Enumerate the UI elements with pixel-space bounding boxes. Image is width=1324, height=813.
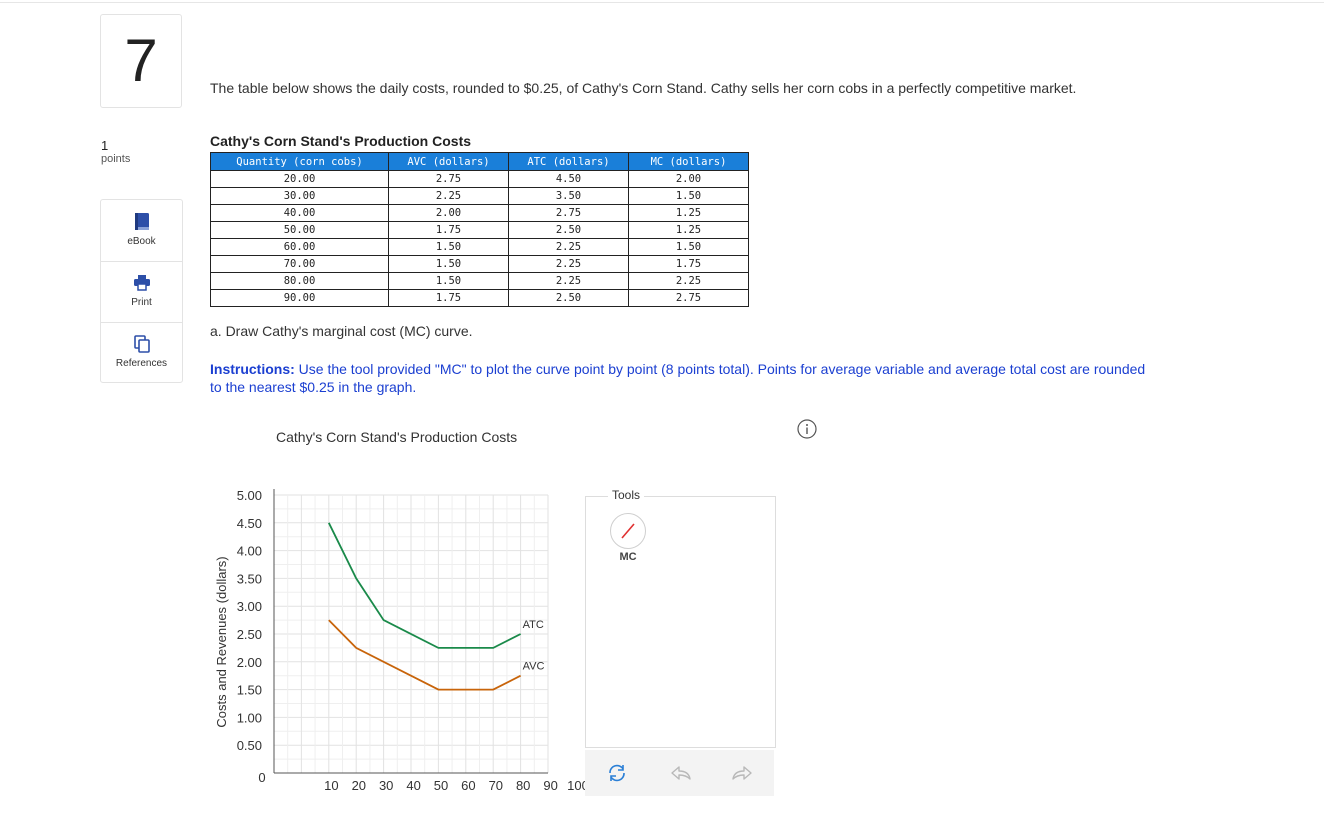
mc-tool-button[interactable]	[610, 513, 646, 549]
redo-icon[interactable]	[730, 762, 754, 784]
y-tick-label: 5.00	[237, 488, 262, 503]
table-cell: 2.25	[388, 187, 509, 205]
table-cell: 1.75	[388, 221, 509, 239]
x-tick-label: 50	[434, 778, 448, 793]
table-header-row: Quantity (corn cobs) AVC (dollars) ATC (…	[210, 152, 749, 171]
y-tick-label: 1.50	[237, 683, 262, 698]
points-label: points	[101, 153, 131, 165]
printer-icon	[134, 275, 150, 291]
book-icon	[135, 213, 149, 230]
y-tick-label: 1.00	[237, 710, 262, 725]
x-tick-label: 70	[489, 778, 503, 793]
instructions-label: Instructions:	[210, 361, 295, 377]
table-cell: 1.50	[388, 255, 509, 273]
instructions-text: Use the tool provided "MC" to plot the c…	[210, 361, 1146, 395]
y-tick-label: 3.50	[237, 571, 262, 586]
header-avc: AVC (dollars)	[388, 152, 509, 171]
print-button[interactable]: Print	[101, 261, 182, 321]
table-row: 70.00 1.50 2.25 1.75	[210, 255, 749, 273]
instructions: Instructions: Use the tool provided "MC"…	[210, 360, 1150, 396]
series-label-atc: ATC	[523, 619, 544, 631]
x-tick-label: 10	[324, 778, 338, 793]
line-tool-icon	[621, 523, 635, 539]
table-row: 60.00 1.50 2.25 1.50	[210, 238, 749, 256]
y-axis-label: Costs and Revenues (dollars)	[214, 556, 229, 727]
series-label-avc: AVC	[523, 661, 545, 673]
table-row: 20.00 2.75 4.50 2.00	[210, 170, 749, 188]
x-tick-label: 60	[461, 778, 475, 793]
table-cell: 20.00	[210, 170, 389, 188]
ebook-button[interactable]: eBook	[101, 200, 182, 260]
y-tick-label: 4.00	[237, 544, 262, 559]
x-tick-label: 90	[543, 778, 557, 793]
series-line-atc	[327, 522, 522, 649]
production-costs-table: Quantity (corn cobs) AVC (dollars) ATC (…	[210, 152, 749, 307]
table-row: 40.00 2.00 2.75 1.25	[210, 204, 749, 222]
header-mc: MC (dollars)	[628, 152, 749, 171]
x-tick-label: 100	[567, 778, 589, 793]
series-line-avc	[328, 619, 522, 691]
graph-title: Cathy's Corn Stand's Production Costs	[276, 429, 518, 445]
y-tick-label: 2.50	[237, 627, 262, 642]
x-tick-label: 80	[516, 778, 530, 793]
intro-text: The table below shows the daily costs, r…	[210, 80, 1077, 96]
x-tick-label: 30	[379, 778, 393, 793]
reset-icon[interactable]	[605, 762, 629, 784]
y-tick-label: 3.00	[237, 599, 262, 614]
print-label: Print	[131, 297, 152, 308]
copy-icon	[134, 335, 150, 353]
origin-label: 0	[258, 770, 265, 785]
ebook-label: eBook	[127, 236, 156, 247]
part-a-prompt: a. Draw Cathy's marginal cost (MC) curve…	[210, 323, 473, 339]
mc-tool-label: MC	[619, 551, 637, 563]
table-cell: 2.50	[508, 289, 629, 307]
tools-toolbar	[585, 750, 774, 796]
header-atc: ATC (dollars)	[508, 152, 629, 171]
info-icon[interactable]	[796, 418, 818, 440]
question-number: 7	[100, 14, 182, 108]
table-title: Cathy's Corn Stand's Production Costs	[210, 133, 472, 149]
references-button[interactable]: References	[101, 322, 182, 382]
points-value: 1	[101, 138, 109, 153]
y-tick-label: 4.50	[237, 516, 262, 531]
table-row: 30.00 2.25 3.50 1.50	[210, 187, 749, 205]
cost-graph[interactable]: 5.00 4.50 4.00 3.50 3.00 2.50 2.00 1.50 1.00 0.50…	[0, 0, 780, 813]
table-cell: 3.50	[508, 187, 629, 205]
y-tick-label: 0.50	[237, 738, 262, 753]
resource-panel: eBook Print References	[100, 199, 183, 383]
references-label: References	[115, 358, 168, 369]
tools-label: Tools	[608, 488, 645, 502]
top-divider	[0, 2, 1324, 3]
y-tick-label: 2.00	[237, 655, 262, 670]
x-tick-label: 20	[352, 778, 366, 793]
x-tick-label: 40	[406, 778, 420, 793]
table-row: 90.00 1.75 2.50 2.75	[210, 289, 749, 307]
undo-icon[interactable]	[669, 762, 693, 784]
table-cell: 1.25	[628, 221, 749, 239]
table-cell: 2.75	[628, 289, 749, 307]
table-cell: 30.00	[210, 187, 389, 205]
table-cell: 1.75	[388, 289, 509, 307]
